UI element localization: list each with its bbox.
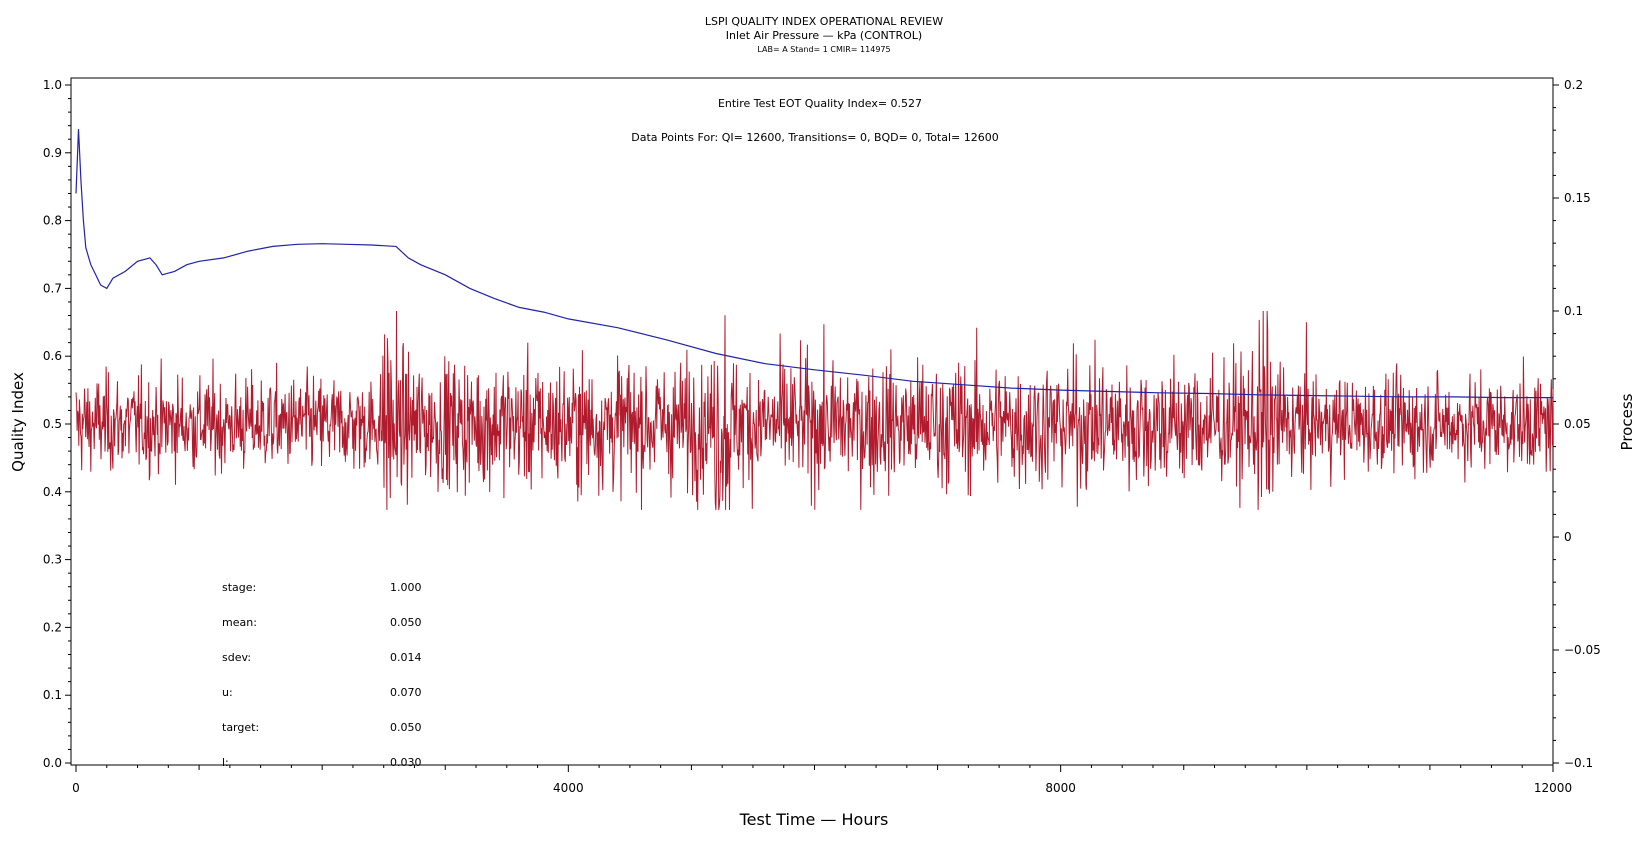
y-right-tick-label: 0.05 (1564, 417, 1591, 431)
y-left-tick-label: 0.1 (43, 688, 62, 702)
stat-label: l: (222, 756, 229, 769)
y-axis-right: −0.1 −0.05 0 0.05 0.1 0.15 0.2 (1553, 78, 1601, 770)
x-tick-label: 0 (72, 781, 80, 795)
chart-subtitle: Inlet Air Pressure — kPa (CONTROL) (726, 29, 922, 42)
process-line (75, 310, 1554, 510)
process-series (75, 310, 1554, 510)
chart-title: LSPI QUALITY INDEX OPERATIONAL REVIEW (705, 15, 943, 28)
y-right-tick-label: 0.1 (1564, 304, 1583, 318)
x-tick-label: 8000 (1045, 781, 1076, 795)
chart-subtitle-2: LAB= A Stand= 1 CMIR= 114975 (757, 45, 890, 54)
x-tick-label: 4000 (553, 781, 584, 795)
x-axis: 0 4000 8000 12000 (72, 765, 1572, 795)
stat-value: 0.070 (390, 686, 422, 699)
y-right-tick-label: 0.15 (1564, 191, 1591, 205)
y-left-tick-label: 0.5 (43, 417, 62, 431)
stat-value: 0.030 (390, 756, 422, 769)
stats-table: stage: 1.000 mean: 0.050 sdev: 0.014 u: 0.070 ta… (222, 581, 422, 769)
y-axis-left: 0.0 0.1 0.2 0.3 0.4 0.5 0.6 0.7 0.8 0.9 1.0 (43, 78, 71, 770)
y-right-tick-label: 0 (1564, 530, 1572, 544)
stat-label: mean: (222, 616, 257, 629)
y-right-tick-label: 0.2 (1564, 78, 1583, 92)
y-left-tick-label: 1.0 (43, 78, 62, 92)
y-left-tick-label: 0.0 (43, 756, 62, 770)
y-left-tick-label: 0.2 (43, 620, 62, 634)
stat-value: 1.000 (390, 581, 422, 594)
quality-index-annotation: Entire Test EOT Quality Index= 0.527 (718, 97, 922, 110)
stat-label: target: (222, 721, 259, 734)
y-axis-left-label: Quality Index (9, 372, 27, 472)
y-left-tick-label: 0.3 (43, 553, 62, 567)
stat-value: 0.050 (390, 616, 422, 629)
x-axis-label: Test Time — Hours (739, 810, 889, 829)
y-right-tick-label: −0.1 (1564, 756, 1593, 770)
data-points-annotation: Data Points For: QI= 12600, Transitions=… (631, 131, 999, 144)
stat-label: sdev: (222, 651, 251, 664)
stat-label: stage: (222, 581, 256, 594)
y-axis-right-label: Process (1618, 393, 1636, 450)
y-left-tick-label: 0.8 (43, 214, 62, 228)
y-left-tick-label: 0.9 (43, 146, 62, 160)
y-left-tick-label: 0.4 (43, 485, 62, 499)
quality-index-line (75, 129, 1553, 399)
stat-label: u: (222, 686, 233, 699)
stat-value: 0.050 (390, 721, 422, 734)
y-left-tick-label: 0.7 (43, 281, 62, 295)
quality-index-series (75, 129, 1553, 399)
stat-value: 0.014 (390, 651, 422, 664)
x-tick-label: 12000 (1534, 781, 1572, 795)
y-right-tick-label: −0.05 (1564, 643, 1601, 657)
y-left-tick-label: 0.6 (43, 349, 62, 363)
